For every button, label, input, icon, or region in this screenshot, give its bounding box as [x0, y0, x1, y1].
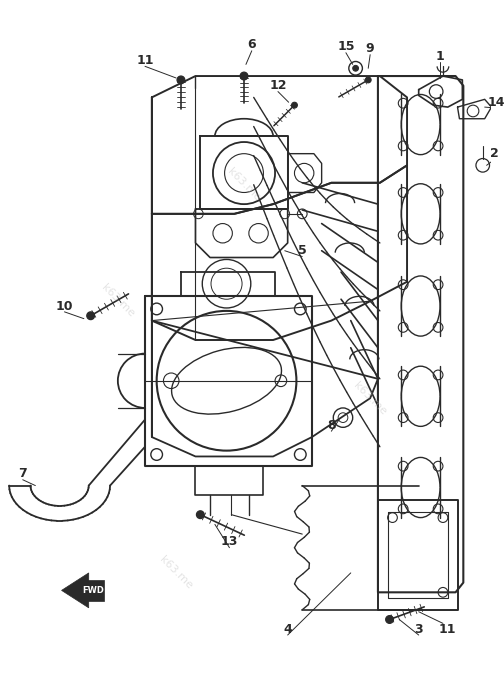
- Text: 1: 1: [435, 50, 445, 63]
- Text: k63.me: k63.me: [158, 555, 195, 591]
- Circle shape: [87, 312, 95, 320]
- Circle shape: [240, 72, 248, 80]
- Circle shape: [353, 65, 358, 71]
- Text: 5: 5: [298, 244, 306, 257]
- Polygon shape: [61, 573, 89, 608]
- Text: 2: 2: [490, 147, 499, 160]
- Circle shape: [291, 102, 297, 108]
- Text: 10: 10: [56, 299, 73, 313]
- Text: 11: 11: [439, 623, 457, 636]
- Text: 14: 14: [487, 96, 504, 109]
- Text: k63.me: k63.me: [352, 380, 389, 417]
- Circle shape: [386, 615, 394, 624]
- Text: k63.me: k63.me: [99, 283, 136, 320]
- Text: 12: 12: [269, 80, 287, 92]
- Text: 13: 13: [221, 535, 238, 548]
- Text: 7: 7: [18, 467, 27, 481]
- Text: FWD: FWD: [83, 586, 104, 595]
- Circle shape: [177, 76, 185, 84]
- Polygon shape: [83, 580, 104, 601]
- Text: 6: 6: [247, 39, 256, 52]
- Text: 15: 15: [337, 40, 355, 54]
- Circle shape: [365, 77, 371, 83]
- Text: 11: 11: [136, 54, 154, 67]
- Text: k63.me: k63.me: [226, 167, 263, 203]
- Text: 4: 4: [283, 623, 292, 636]
- Text: 9: 9: [366, 42, 374, 55]
- Text: 8: 8: [327, 419, 336, 432]
- Circle shape: [197, 511, 204, 519]
- Text: 3: 3: [414, 623, 423, 636]
